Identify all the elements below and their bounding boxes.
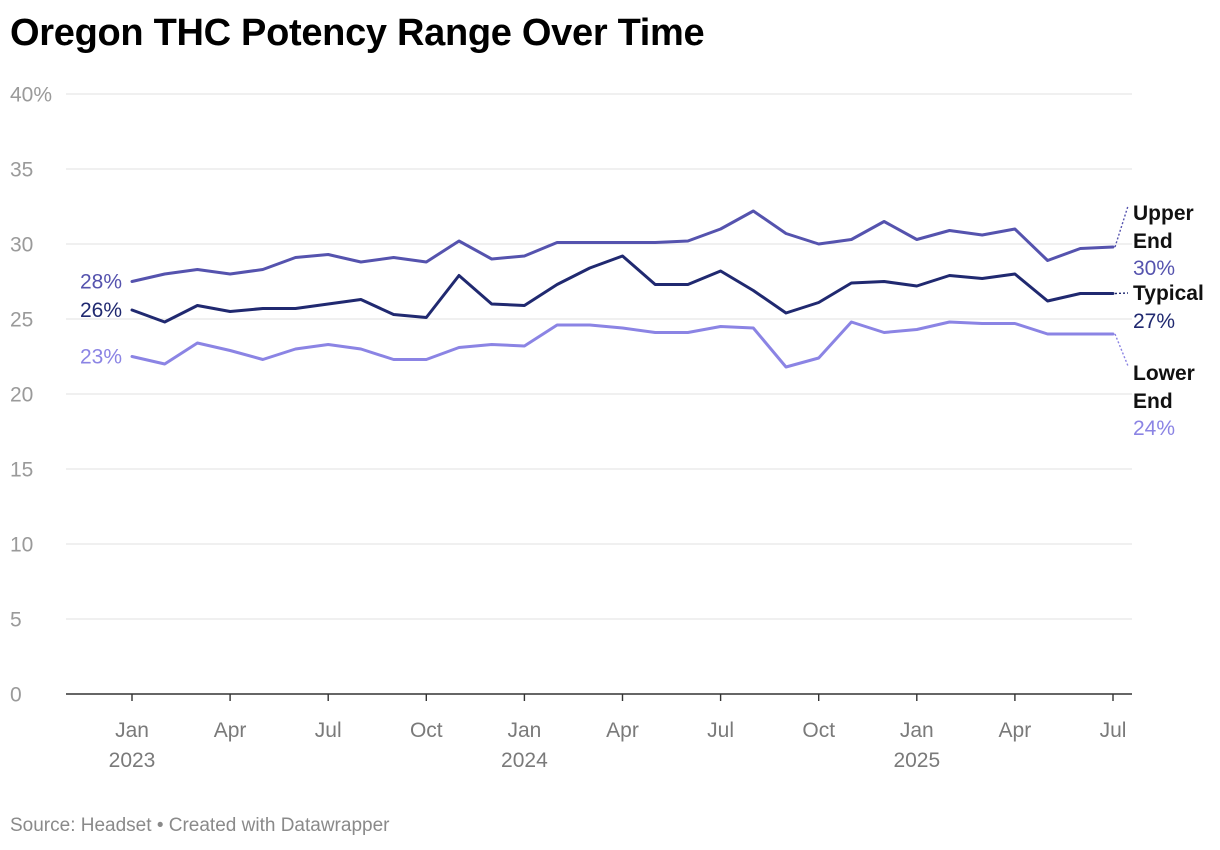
- x-tick-label: Oct: [410, 719, 443, 742]
- x-tick-label: Jul: [315, 719, 342, 742]
- footer-separator: •: [156, 815, 164, 836]
- y-tick-label: 25: [10, 309, 33, 332]
- start-value-label: 23%: [80, 346, 122, 369]
- y-tick-label: 5: [10, 609, 22, 632]
- series-name-label: Lower: [1133, 362, 1195, 385]
- y-tick-label: 20: [10, 384, 33, 407]
- y-tick-label: 40%: [10, 84, 52, 107]
- start-value-label: 28%: [80, 271, 122, 294]
- x-tick-year-label: 2023: [109, 749, 156, 772]
- y-tick-label: 10: [10, 534, 33, 557]
- y-tick-label: 30: [10, 234, 33, 257]
- start-value-label: 26%: [80, 299, 122, 322]
- chart-title: Oregon THC Potency Range Over Time: [10, 12, 705, 54]
- credit-text: Created with Datawrapper: [168, 815, 390, 836]
- x-tick-label: Jul: [707, 719, 734, 742]
- footer: Source: Headset • Created with Datawrapp…: [10, 815, 389, 837]
- end-label-leader: [1114, 205, 1129, 248]
- x-tick-label: Jul: [1100, 719, 1127, 742]
- series-name-label: Upper: [1133, 202, 1194, 225]
- end-label-leader: [1114, 292, 1129, 295]
- source-text: Source: Headset: [10, 815, 152, 836]
- y-gridlines: [66, 93, 1132, 620]
- series-line-typical: [130, 254, 1115, 324]
- end-value-label: 30%: [1133, 257, 1175, 280]
- end-label-leader: [1114, 333, 1129, 367]
- series-name-label: Typical: [1133, 282, 1204, 305]
- x-tick-label: Apr: [214, 719, 247, 742]
- end-value-label: 27%: [1133, 310, 1175, 333]
- x-tick-label: Apr: [606, 719, 639, 742]
- series-line-lower-end: [130, 320, 1115, 369]
- y-tick-label: 15: [10, 459, 33, 482]
- y-tick-label: 0: [10, 684, 22, 707]
- x-tick-label: Jan: [115, 719, 149, 742]
- series-line-upper-end: [130, 209, 1115, 283]
- end-value-label: 24%: [1133, 417, 1175, 440]
- x-tick-label: Apr: [999, 719, 1032, 742]
- series-name-label: End: [1133, 230, 1173, 253]
- x-tick-label: Oct: [802, 719, 835, 742]
- x-tick-year-label: 2025: [893, 749, 940, 772]
- x-tick-label: Jan: [507, 719, 541, 742]
- x-tick-label: Jan: [900, 719, 934, 742]
- y-axis-tick-labels: 0 5 10 15 20 25 30 35 40%: [10, 84, 52, 707]
- x-axis: Jan 2023 Apr Jul Oct Jan 2024 Apr Jul Oct Jan 2025 A…: [66, 693, 1132, 772]
- series-lines: [130, 209, 1115, 369]
- series-name-label: End: [1133, 390, 1173, 413]
- x-tick-year-label: 2024: [501, 749, 548, 772]
- series-labels: 28% 26% 23% Upper End 30%Typical 27% Lower End 24…: [80, 202, 1204, 440]
- y-tick-label: 35: [10, 159, 33, 182]
